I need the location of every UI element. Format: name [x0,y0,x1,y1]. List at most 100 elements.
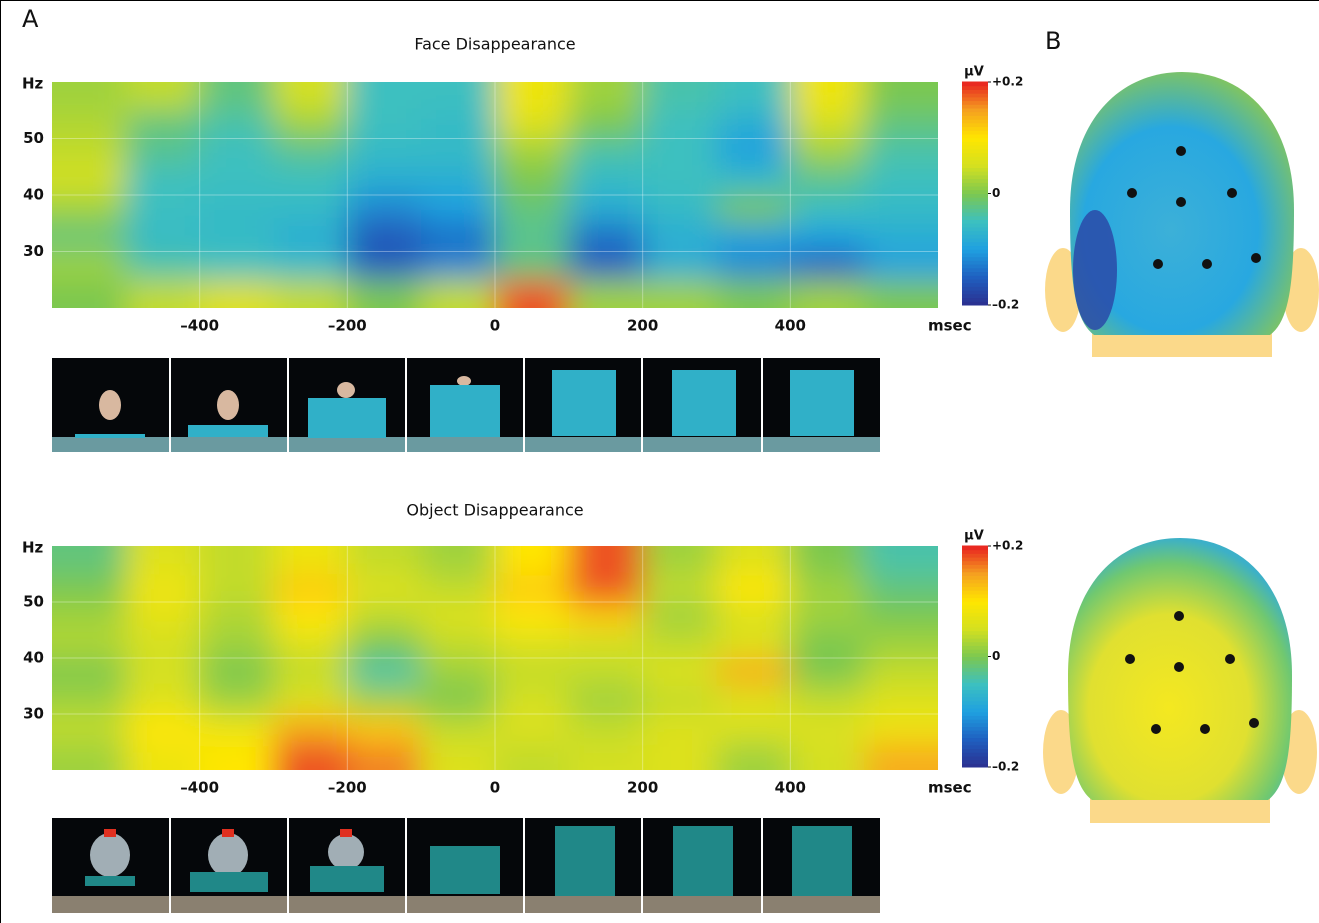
heatmap-cell [200,574,275,603]
heatmap-cell [717,167,792,196]
heatmap-cell [200,110,275,139]
x-tick-label: 0 [490,317,500,335]
y-tick-label: 30 [23,705,44,723]
heatmap-cell [126,602,201,631]
heatmap-cell [495,167,570,196]
heatmap-cell [495,686,570,715]
heatmap-cell [200,496,275,575]
heatmap-cell [421,110,496,139]
colorbar-tick-label: +0.2 [992,539,1023,553]
heatmap-cell [790,658,865,687]
heatmap-cell [495,714,570,743]
heatmap-cell [717,32,792,111]
heatmap-cell [200,139,275,168]
heatmap-cell [495,280,570,359]
heatmap-cell [126,139,201,168]
heatmap-cell [200,32,275,111]
heatmap-cell [274,223,349,252]
heatmap-cell [2,139,127,168]
heatmap-cell [421,630,496,659]
heatmap-cell [643,714,718,743]
heatmap-cell [495,630,570,659]
heatmap-cell [347,714,422,743]
heatmap-cell [2,686,127,715]
colorbar-label: µV [964,529,984,544]
heatmap-cell [2,252,127,281]
heatmap-cell [274,110,349,139]
heatmap-cell [790,167,865,196]
head-map [1045,72,1319,357]
heatmap-cell [790,496,865,575]
heatmap-cell [274,496,349,575]
heatmap-cell [790,630,865,659]
heatmap-cell [200,658,275,687]
heatmap-cell [569,32,644,111]
heatmap-cell [274,32,349,111]
heatmap-cell [200,195,275,224]
heatmap-cell [347,32,422,111]
heatmap-cell [790,110,865,139]
heatmap-cell [569,110,644,139]
heatmap-cell [643,167,718,196]
heatmap-cell [126,658,201,687]
chart-title: Object Disappearance [406,501,583,520]
heatmap-cell [717,602,792,631]
x-tick-label: –400 [180,317,219,335]
heatmap-cell [200,167,275,196]
heatmap-cell [347,139,422,168]
stimulus-strip [52,358,880,452]
panel-label: A [22,5,39,33]
heatmap-cell [495,742,570,821]
heatmap-cell [2,602,127,631]
heatmap-cell [495,223,570,252]
heatmap-cell [421,280,496,359]
heatmap-cell [643,252,718,281]
heatmap-cell [347,252,422,281]
heatmap-cell [421,252,496,281]
heatmap-cell [495,195,570,224]
heatmap-cell [643,139,718,168]
heatmap-cell [569,630,644,659]
heatmap-cell [495,602,570,631]
heatmap-cell [274,574,349,603]
heatmap-cell [421,195,496,224]
heatmap-cell [347,630,422,659]
heatmap-cell [274,167,349,196]
heatmap-cell [717,223,792,252]
heatmap-cell [2,574,127,603]
heatmap-cell [643,195,718,224]
colorbar-label: µV [964,65,984,80]
heatmap-cell [126,223,201,252]
x-tick-label: –200 [328,317,367,335]
heatmap-cell [643,658,718,687]
heatmap-cell [421,574,496,603]
x-axis-label: msec [928,779,972,797]
colorbar [962,546,988,768]
heatmap-cell [347,223,422,252]
x-tick-label: –400 [180,779,219,797]
x-tick-label: 200 [627,317,658,335]
x-tick-label: –200 [328,779,367,797]
heatmap-cell [569,686,644,715]
heatmap-cell [421,742,496,821]
heatmap-cell [2,167,127,196]
y-axis-label: Hz [22,539,44,557]
heatmap-cell [126,496,201,575]
heatmap-cell [643,223,718,252]
heatmap-cell [421,167,496,196]
heatmap-cell [2,658,127,687]
heatmap-cell [126,195,201,224]
heatmap-cell [717,195,792,224]
heatmap-cell [717,658,792,687]
y-tick-label: 50 [23,129,44,147]
x-tick-label: 0 [490,779,500,797]
heatmap-cell [347,574,422,603]
heatmap-cell [421,602,496,631]
heatmap-cell [790,32,865,111]
heatmap-cell [717,252,792,281]
heatmap-cell [643,496,718,575]
heatmap-cell [421,714,496,743]
y-tick-label: 40 [23,649,44,667]
heatmap-cell [495,658,570,687]
heatmap-cell [421,686,496,715]
